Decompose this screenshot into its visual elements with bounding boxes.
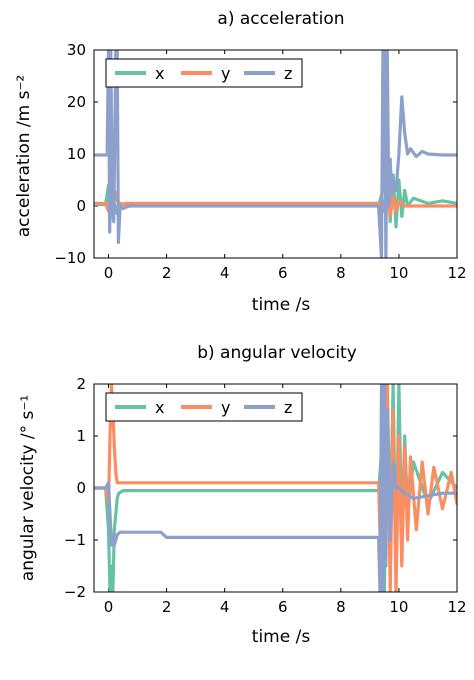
y-tick-label: 0 — [76, 197, 86, 215]
acceleration-chart: a) acceleration acceleration /m s⁻² time… — [14, 9, 467, 315]
y-tick-label: 0 — [76, 479, 86, 497]
x-tick-label: 8 — [336, 598, 346, 616]
legend: x y z — [105, 392, 303, 422]
legend-label-y: y — [221, 398, 230, 417]
x-tick-label: 0 — [104, 264, 114, 282]
legend-label-y: y — [221, 64, 230, 83]
plot-frame — [93, 383, 458, 593]
x-tick-label: 6 — [278, 264, 288, 282]
x-tick-label: 10 — [389, 598, 408, 616]
series-line-z — [94, 50, 457, 258]
y-tick-label: 30 — [67, 41, 86, 59]
plot-frame — [93, 49, 458, 259]
legend: x y z — [105, 58, 303, 88]
chart-title: a) acceleration — [217, 9, 344, 29]
y-tick-label: 10 — [67, 145, 86, 163]
x-tick-label: 2 — [162, 598, 172, 616]
y-axis-label: angular velocity /° s⁻¹ — [18, 395, 38, 581]
y-tick-label: −2 — [64, 583, 86, 601]
x-tick-label: 4 — [220, 598, 230, 616]
x-tick-label: 10 — [389, 264, 408, 282]
x-tick-label: 4 — [220, 264, 230, 282]
chart-title: b) angular velocity — [197, 343, 357, 363]
x-tick-label: 2 — [162, 264, 172, 282]
series-line-x — [94, 162, 457, 229]
x-axis-label: time /s — [252, 295, 311, 315]
y-axis-label: acceleration /m s⁻² — [14, 75, 34, 237]
x-ticks: 0 2 4 6 8 10 12 — [104, 384, 467, 616]
legend-label-z: z — [284, 398, 292, 417]
x-ticks: 0 2 4 6 8 10 12 — [104, 50, 467, 282]
y-tick-label: 20 — [67, 93, 86, 111]
series-line-z — [94, 384, 457, 592]
plot-area — [94, 50, 457, 258]
x-tick-label: 8 — [336, 264, 346, 282]
y-tick-label: 1 — [76, 427, 86, 445]
y-tick-label: −1 — [64, 531, 86, 549]
legend-label-z: z — [284, 64, 292, 83]
legend-label-x: x — [155, 398, 164, 417]
x-axis-label: time /s — [252, 627, 311, 647]
x-tick-label: 12 — [447, 264, 466, 282]
plot-area — [94, 384, 457, 592]
x-tick-label: 0 — [104, 598, 114, 616]
y-tick-label: −10 — [54, 249, 86, 267]
x-tick-label: 12 — [447, 598, 466, 616]
angular-velocity-chart: b) angular velocity angular velocity /° … — [18, 343, 467, 647]
legend-label-x: x — [155, 64, 164, 83]
y-tick-label: 2 — [76, 375, 86, 393]
x-tick-label: 6 — [278, 598, 288, 616]
series-line-x — [94, 384, 457, 592]
